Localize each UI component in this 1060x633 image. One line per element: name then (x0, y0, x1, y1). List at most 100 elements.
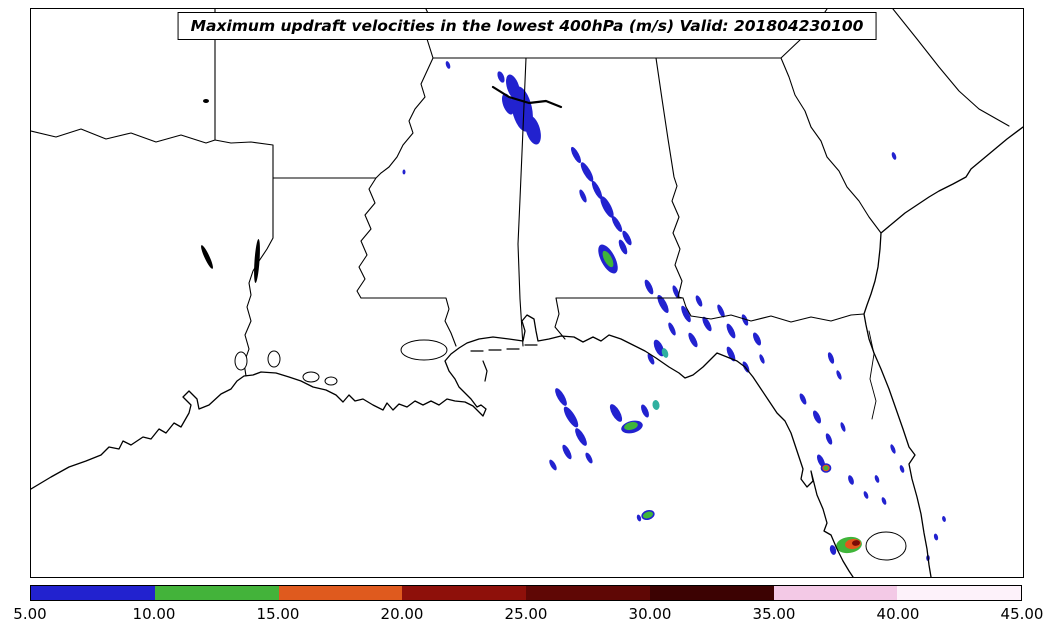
colorbar-segment (649, 586, 774, 600)
sabine-lake (234, 351, 248, 371)
colorbar-segment (773, 586, 898, 600)
updraft-region (525, 115, 541, 145)
updraft-region (668, 322, 676, 336)
colorbar-tick-label: 20.00 (380, 605, 424, 623)
colorbar-tick-label: 15.00 (256, 605, 300, 623)
updraft-region (874, 475, 880, 483)
gulf-coastline (31, 314, 854, 577)
updraft-region (717, 304, 725, 318)
colorbar-segment (526, 586, 650, 600)
lake-okeechobee (865, 531, 907, 561)
updraft-region (571, 146, 581, 164)
updraft-region (618, 239, 628, 255)
updraft-region (641, 509, 655, 521)
updraft-region (602, 250, 614, 268)
updraft-region (695, 295, 703, 307)
barrier-islands (470, 344, 538, 382)
sam-rayburn-reservoir (201, 245, 213, 269)
updraft-region (497, 71, 505, 83)
updraft-region (933, 533, 939, 541)
plot-title: Maximum updraft velocities in the lowest… (177, 12, 877, 40)
colorbar-segment (402, 586, 526, 600)
updraft-region (881, 497, 887, 505)
colorbar-tick-label: 30.00 (628, 605, 672, 623)
colorbar-tick-label: 10.00 (132, 605, 176, 623)
updraft-region (652, 400, 660, 410)
updraft-region (812, 410, 822, 424)
colorbar (30, 585, 1022, 601)
updraft-region (644, 279, 654, 295)
updraft-region (899, 465, 905, 473)
updraft-region (622, 230, 632, 246)
updraft-region (600, 196, 614, 218)
updraft-region (672, 285, 680, 299)
updraft-region (848, 475, 854, 485)
updraft-region (445, 61, 451, 69)
lakes-layer (201, 99, 907, 561)
updraft-region (825, 433, 833, 445)
updraft-region (829, 545, 837, 555)
updraft-region (702, 316, 712, 332)
colorbar-segment (278, 586, 403, 600)
colorbar-tick-label: 40.00 (876, 605, 920, 623)
updraft-region (827, 352, 835, 364)
updraft-region (562, 444, 572, 460)
colorbar-tick-label: 5.00 (13, 605, 47, 623)
lake-pontchartrain (400, 339, 448, 361)
updraft-region (647, 353, 655, 365)
updraft-region (836, 370, 842, 380)
colorbar-segment (31, 586, 155, 600)
updraft-region (942, 516, 946, 522)
toledo-bend-reservoir (254, 239, 260, 283)
updraft-region (580, 162, 594, 182)
updraft-region (636, 514, 642, 522)
updraft-region (575, 428, 587, 446)
colorbar-tick-row: 5.00 10.00 15.00 20.00 25.00 30.00 35.00… (13, 605, 1043, 627)
updraft-region (661, 348, 669, 358)
updraft-region (549, 459, 557, 471)
updraft-region (624, 421, 638, 431)
updraft-region (891, 152, 897, 160)
calcasieu-lake (267, 350, 281, 368)
updraft-region (741, 314, 749, 326)
updraft-region (752, 332, 762, 346)
colorbar-tick-label: 35.00 (752, 605, 796, 623)
updraft-region (653, 339, 665, 357)
updraft-region (609, 404, 623, 422)
st-johns-river (868, 330, 877, 420)
updraft-region (579, 189, 587, 203)
colorbar-segment (897, 586, 1021, 600)
state-borders (31, 9, 1010, 377)
grand-lake (302, 371, 320, 383)
map-svg (31, 9, 1023, 577)
atlantic-coastline (863, 126, 1023, 577)
updraft-region (726, 346, 736, 362)
updraft-region (641, 404, 649, 418)
updraft-region (585, 452, 593, 464)
white-lake (324, 376, 338, 386)
updraft-region (823, 465, 829, 471)
updraft-region (799, 393, 807, 405)
updraft-region (726, 323, 736, 339)
map-plot-area: Maximum updraft velocities in the lowest… (30, 8, 1024, 578)
updraft-region (402, 169, 406, 175)
updraft-region (863, 491, 869, 499)
updraft-region (688, 332, 698, 348)
updraft-region (657, 295, 669, 313)
updraft-region (501, 93, 515, 115)
updraft-region (681, 305, 691, 323)
updraft-region (840, 422, 846, 432)
small-lake (203, 99, 209, 103)
updraft-region (591, 180, 603, 200)
updraft-region (555, 388, 567, 406)
updraft-region (759, 354, 765, 364)
updraft-markers-layer (402, 61, 946, 561)
colorbar-tick-label: 45.00 (1000, 605, 1044, 623)
updraft-region (852, 540, 860, 546)
updraft-region (563, 406, 579, 428)
map-outlines (31, 9, 1023, 577)
updraft-region (890, 444, 896, 454)
updraft-region (611, 216, 623, 232)
tennessee-river (491, 85, 563, 109)
